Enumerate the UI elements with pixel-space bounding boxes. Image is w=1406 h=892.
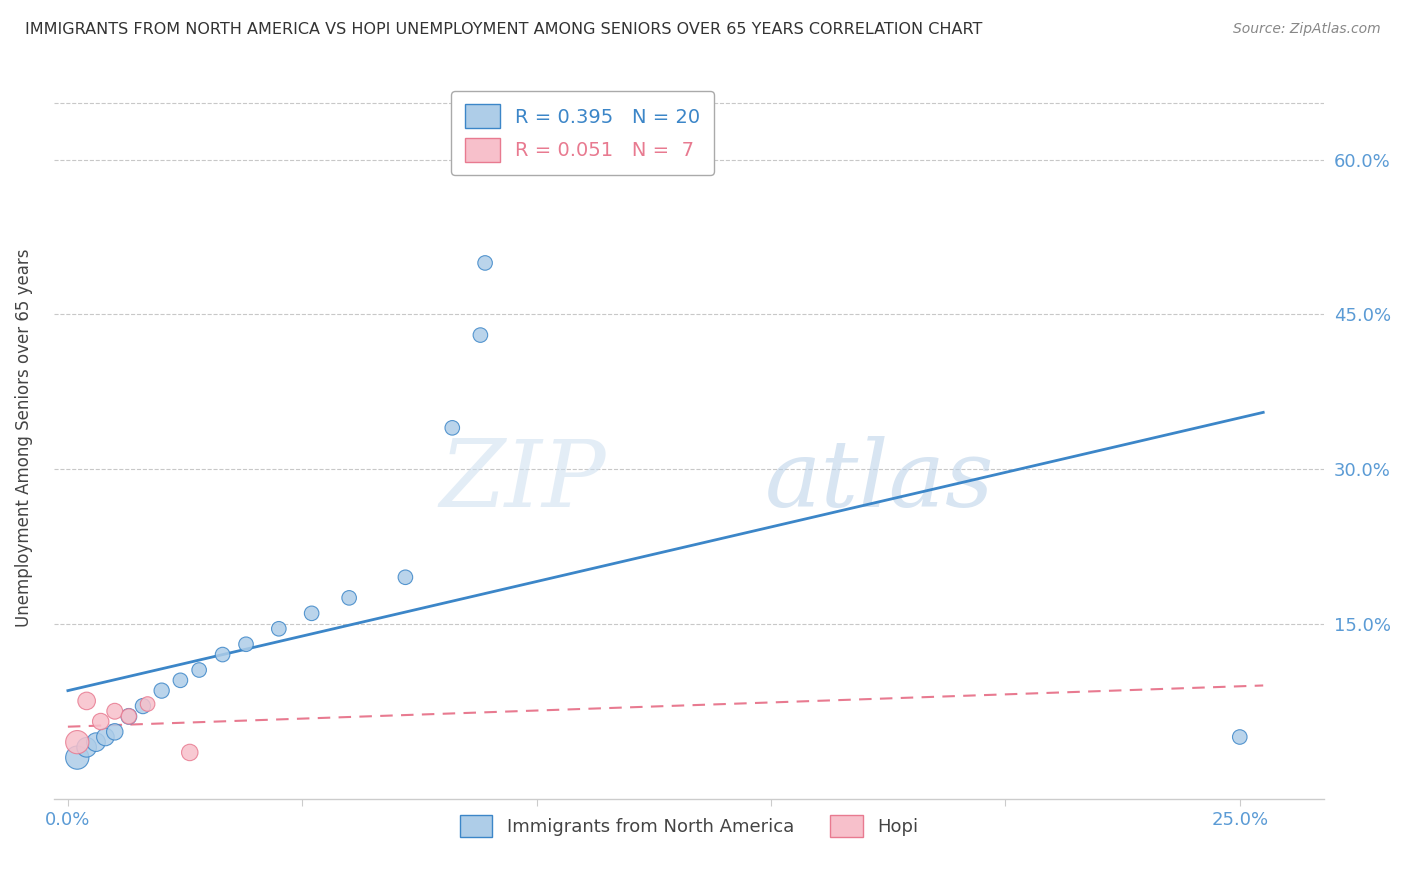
Point xyxy=(188,663,211,677)
Point xyxy=(337,591,360,605)
Point xyxy=(76,694,98,708)
Point xyxy=(235,637,257,651)
Legend: Immigrants from North America, Hopi: Immigrants from North America, Hopi xyxy=(453,807,925,844)
Point xyxy=(267,622,290,636)
Point xyxy=(90,714,112,729)
Point xyxy=(169,673,191,688)
Point xyxy=(104,704,127,718)
Point xyxy=(118,709,141,723)
Text: Source: ZipAtlas.com: Source: ZipAtlas.com xyxy=(1233,22,1381,37)
Point xyxy=(211,648,233,662)
Point xyxy=(94,730,117,744)
Point xyxy=(66,735,89,749)
Point xyxy=(301,607,323,621)
Y-axis label: Unemployment Among Seniors over 65 years: Unemployment Among Seniors over 65 years xyxy=(15,249,32,627)
Text: atlas: atlas xyxy=(765,436,994,526)
Point xyxy=(441,421,464,435)
Point xyxy=(150,683,173,698)
Point xyxy=(118,709,141,723)
Point xyxy=(470,328,492,343)
Text: IMMIGRANTS FROM NORTH AMERICA VS HOPI UNEMPLOYMENT AMONG SENIORS OVER 65 YEARS C: IMMIGRANTS FROM NORTH AMERICA VS HOPI UN… xyxy=(25,22,983,37)
Point xyxy=(84,735,107,749)
Point xyxy=(76,740,98,755)
Point xyxy=(132,699,155,714)
Point xyxy=(104,724,127,739)
Point xyxy=(394,570,416,584)
Point xyxy=(66,750,89,764)
Text: ZIP: ZIP xyxy=(440,436,606,526)
Point xyxy=(136,697,159,711)
Point xyxy=(1229,730,1251,744)
Point xyxy=(474,256,496,270)
Point xyxy=(179,746,201,760)
